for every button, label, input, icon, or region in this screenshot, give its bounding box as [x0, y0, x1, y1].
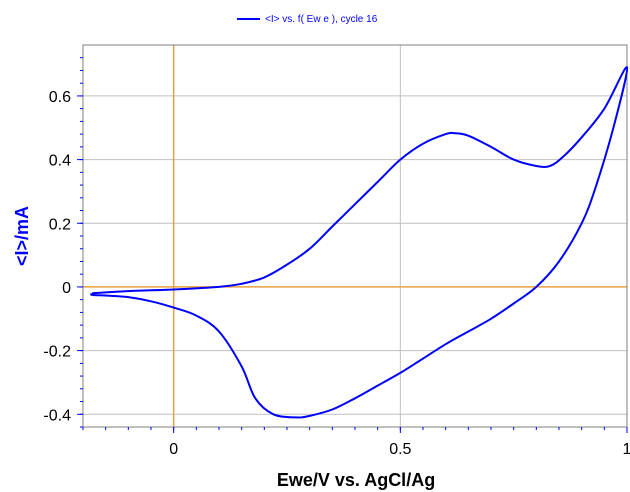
grid — [83, 45, 628, 427]
x-tick-label: 1 — [623, 441, 630, 458]
y-tick-label: 0.6 — [49, 89, 71, 106]
x-tick-labels: 0 0.5 1 — [169, 441, 630, 458]
legend: <I> vs. f( Ew e ), cycle 16 — [237, 14, 378, 25]
y-tick-label: -0.2 — [43, 344, 71, 361]
y-tick-label: 0.2 — [49, 216, 71, 233]
y-tick-label: 0.4 — [49, 153, 71, 170]
x-tick-label: 0.5 — [389, 441, 411, 458]
tick-marks — [77, 57, 628, 433]
series-line — [90, 66, 629, 419]
y-tick-labels: -0.4 -0.2 0 0.2 0.4 0.6 — [43, 89, 71, 424]
y-axis-title: <I>/mA — [12, 206, 32, 266]
x-axis-title: Ewe/V vs. AgCl/Ag — [277, 470, 435, 490]
y-tick-label: 0 — [62, 280, 71, 297]
reference-lines — [83, 45, 627, 427]
series — [90, 66, 629, 419]
x-tick-label: 0 — [169, 441, 178, 458]
plot-frame — [82, 44, 628, 428]
legend-label: <I> vs. f( Ew e ), cycle 16 — [265, 14, 378, 25]
y-tick-label: -0.4 — [43, 407, 71, 424]
